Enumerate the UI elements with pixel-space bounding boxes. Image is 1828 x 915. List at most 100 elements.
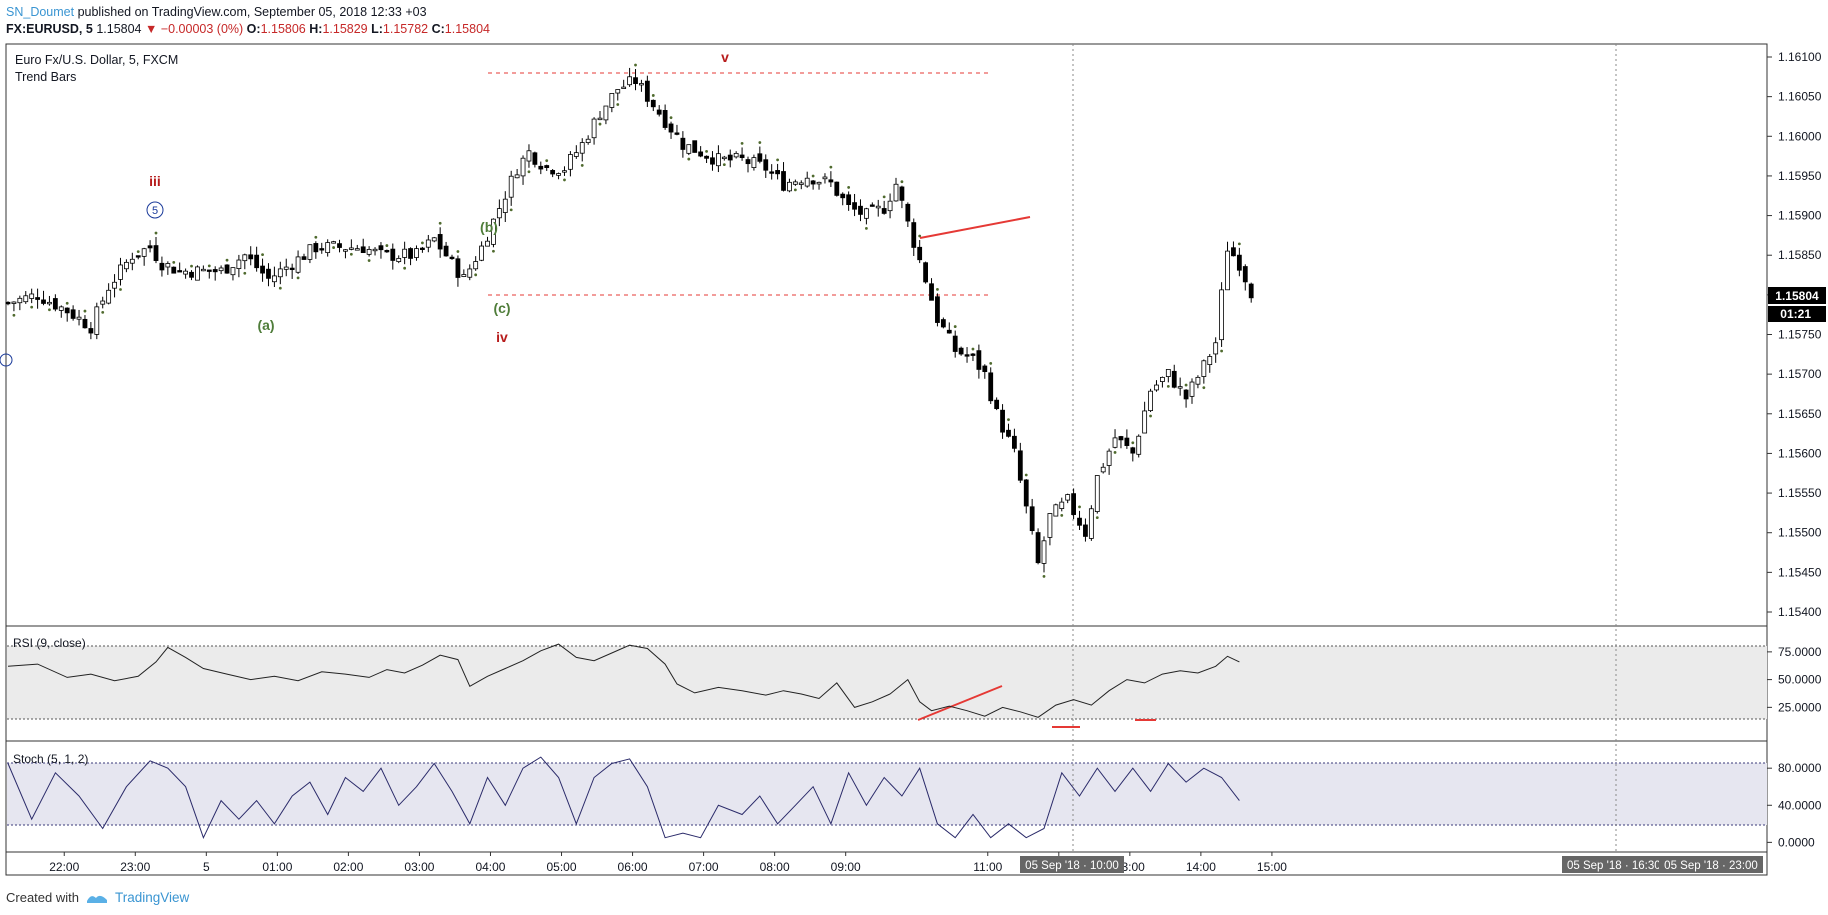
candlestick-series <box>5 63 1254 578</box>
stoch-line <box>7 756 1240 840</box>
trend-bar-dot <box>776 158 779 162</box>
candle-body <box>360 246 366 254</box>
candle-body <box>135 255 141 258</box>
candle-body <box>1124 437 1130 446</box>
trend-bar-dot <box>48 308 51 312</box>
open-label: O: <box>246 22 261 36</box>
candle-body <box>1171 370 1177 388</box>
candle-body <box>1165 369 1171 377</box>
price-trendline[interactable] <box>919 216 1031 239</box>
candle-body <box>508 175 514 198</box>
candle-body <box>875 205 881 209</box>
tradingview-link[interactable]: TradingView <box>114 890 190 905</box>
trend-bar-dot <box>705 149 708 153</box>
trend-bar-dot <box>847 186 851 189</box>
candle-body <box>147 245 153 249</box>
trend-bar-dot <box>829 165 833 169</box>
candle-body <box>1047 513 1053 538</box>
candle-body <box>585 138 591 143</box>
candle-body <box>1154 384 1159 391</box>
candle-body <box>792 181 798 185</box>
candle-body <box>757 153 763 162</box>
candle-body <box>710 157 715 165</box>
candle-body <box>952 335 958 352</box>
candle-body <box>1189 381 1195 397</box>
stoch-band <box>7 763 1767 825</box>
trend-bar-dot <box>190 264 193 268</box>
candle-body <box>674 132 680 135</box>
price-tick-label: 1.15850 <box>1778 248 1822 262</box>
candle-body <box>556 173 561 176</box>
trend-bar-dot <box>1237 242 1241 246</box>
trend-bar-dot <box>616 103 620 106</box>
candle-body <box>686 144 692 154</box>
low-value: 1.15782 <box>382 22 429 36</box>
candle-body <box>917 246 923 261</box>
trend-bar-dot <box>243 271 247 275</box>
time-tick-label: 07:00 <box>689 860 719 874</box>
candle-body <box>195 266 200 281</box>
candle-body <box>224 264 230 274</box>
high-value: 1.15829 <box>322 22 368 36</box>
time-badge-1 <box>1020 856 1124 873</box>
price-axis[interactable]: 1.16100 1.16050 1.16000 1.15950 1.15900 1.158… <box>1767 50 1822 619</box>
candle-body <box>153 245 159 261</box>
candle-body <box>745 159 751 165</box>
candle-body <box>41 299 46 304</box>
candle-body <box>1035 532 1041 564</box>
candle-body <box>769 171 775 174</box>
candle-body <box>419 247 425 250</box>
candle-body <box>331 241 337 244</box>
stoch-tick-label: 0.0000 <box>1778 835 1815 849</box>
candle-body <box>893 183 899 202</box>
candle-body <box>704 155 709 159</box>
candle-body <box>716 153 721 167</box>
candle-body <box>1183 389 1189 400</box>
candle-body <box>739 154 745 158</box>
candle-body <box>881 208 887 214</box>
rsi-label: RSI (9, close) <box>13 636 86 650</box>
candle-body <box>1177 386 1183 389</box>
trend-bar-dot <box>1149 414 1152 418</box>
trend-bar-dot <box>421 241 424 245</box>
candle-body <box>1059 501 1065 509</box>
candle-body <box>76 316 82 320</box>
tradingview-logo-icon[interactable] <box>85 891 109 905</box>
time-axis[interactable]: 22:00 23:00 5 01:00 02:00 03:00 04:00 05:00 06:0… <box>49 852 1287 874</box>
candle-body <box>656 109 662 115</box>
author-link[interactable]: SN_Doumet <box>6 5 75 19</box>
candle-body <box>491 218 496 245</box>
trend-bar-dot <box>953 325 957 328</box>
candle-body <box>911 222 917 248</box>
wave-label-5: 5 <box>152 205 158 217</box>
price-tick-label: 1.16100 <box>1778 50 1822 64</box>
pane-title: Euro Fx/U.S. Dollar, 5, FXCM <box>15 53 178 67</box>
candle-body <box>864 208 869 219</box>
candle-body <box>603 105 609 121</box>
candle-body <box>455 258 461 278</box>
trend-bar-dot <box>12 313 16 317</box>
candle-body <box>721 156 727 160</box>
candle-body <box>378 245 384 251</box>
wave-label-a: (a) <box>257 317 274 333</box>
trend-bar-dot <box>527 170 531 174</box>
price-tick-label: 1.15750 <box>1778 328 1822 342</box>
timer-badge-text: 01:21 <box>1780 307 1811 321</box>
candle-body <box>289 267 295 271</box>
candle-body <box>763 159 769 171</box>
rsi-trendline[interactable] <box>917 685 1003 721</box>
candle-body <box>1041 540 1047 564</box>
candle-body <box>1100 466 1106 473</box>
trend-bar-dot <box>1078 505 1081 509</box>
candle-body <box>591 118 597 139</box>
symbol-legend: FX:EURUSD, 5 1.15804 ▼ −0.00003 (0%) O:1… <box>6 22 490 36</box>
trend-bar-dot <box>1095 516 1099 520</box>
candle-body <box>1118 436 1124 441</box>
candle-body <box>633 77 638 85</box>
trend-bar-dot <box>154 231 158 235</box>
candle-body <box>206 269 212 272</box>
candle-body <box>621 86 627 89</box>
rsi-line <box>7 643 1240 718</box>
candle-body <box>597 117 603 121</box>
